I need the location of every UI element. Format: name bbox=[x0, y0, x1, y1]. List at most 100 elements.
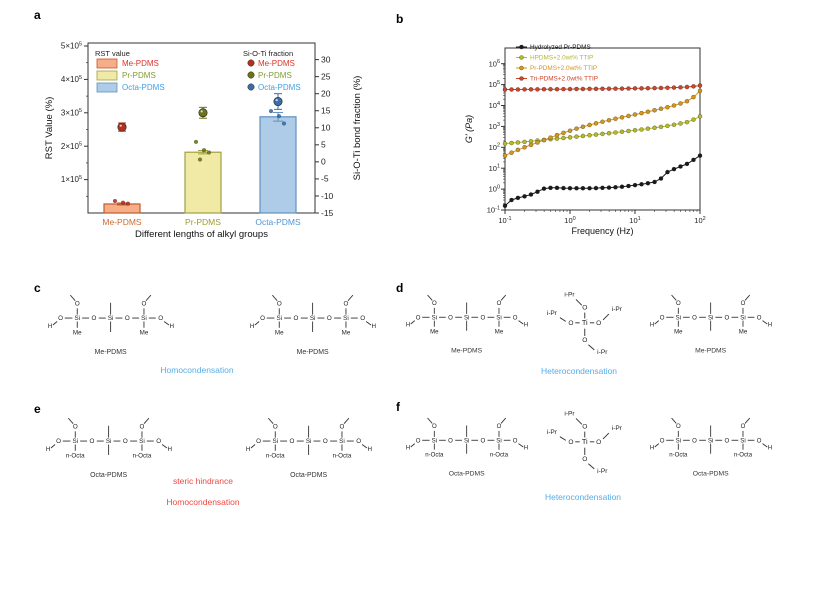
svg-text:H: H bbox=[650, 446, 654, 452]
svg-text:-15: -15 bbox=[321, 208, 334, 218]
svg-text:O: O bbox=[596, 439, 601, 446]
svg-text:n-Octa: n-Octa bbox=[425, 452, 444, 458]
svg-text:H: H bbox=[169, 323, 174, 330]
svg-text:Si: Si bbox=[141, 315, 147, 322]
svg-text:O: O bbox=[497, 424, 502, 430]
svg-text:Tri-PDMS+2.0wt% TTIP: Tri-PDMS+2.0wt% TTIP bbox=[530, 76, 598, 83]
svg-text:Si: Si bbox=[464, 438, 469, 444]
svg-text:Me-PDMS: Me-PDMS bbox=[122, 59, 159, 68]
svg-text:O: O bbox=[582, 305, 587, 312]
ttip-structure: Ti Oi-Pr Oi-Pr Oi-Pr Oi-Pr bbox=[547, 411, 623, 476]
svg-text:O: O bbox=[757, 438, 762, 444]
svg-text:i-Pr: i-Pr bbox=[564, 411, 575, 418]
svg-text:Hydrolyzed Pr-PDMS: Hydrolyzed Pr-PDMS bbox=[530, 44, 591, 51]
svg-text:O: O bbox=[340, 424, 345, 431]
svg-text:Me: Me bbox=[430, 329, 439, 335]
svg-text:O: O bbox=[596, 320, 601, 327]
svg-text:Si: Si bbox=[139, 438, 145, 445]
svg-text:O: O bbox=[660, 315, 665, 321]
svg-text:O: O bbox=[513, 315, 518, 321]
svg-text:101: 101 bbox=[629, 216, 640, 225]
svg-text:H: H bbox=[246, 446, 251, 453]
svg-text:O: O bbox=[293, 315, 298, 322]
svg-text:n-Octa: n-Octa bbox=[266, 453, 285, 460]
homocondensation-crossed-label: Homocondensation bbox=[166, 497, 240, 507]
svg-text:Octa-PDMS: Octa-PDMS bbox=[449, 470, 485, 477]
svg-text:O: O bbox=[448, 315, 453, 321]
svg-text:Si: Si bbox=[708, 315, 713, 321]
rst-sioti-bar-chart: 1×105 2×105 3×105 4×105 5×105 -15 -10 -5 0 5 10 15 2… bbox=[44, 41, 363, 240]
svg-text:Pr-PDMS: Pr-PDMS bbox=[185, 217, 221, 227]
svg-text:O: O bbox=[513, 438, 518, 444]
svg-text:Si: Si bbox=[72, 438, 78, 445]
svg-text:Me-PDMS: Me-PDMS bbox=[451, 347, 483, 354]
svg-text:Ti: Ti bbox=[582, 437, 588, 446]
svg-text:Si: Si bbox=[272, 438, 278, 445]
svg-text:n-Octa: n-Octa bbox=[66, 453, 85, 460]
svg-text:H: H bbox=[367, 446, 372, 453]
svg-text:O: O bbox=[125, 315, 130, 322]
svg-text:Me: Me bbox=[674, 329, 683, 335]
svg-text:Ti: Ti bbox=[582, 318, 588, 327]
svg-text:i-Pr: i-Pr bbox=[547, 429, 558, 436]
svg-text:Si: Si bbox=[343, 315, 349, 322]
panel-c-label: c bbox=[34, 281, 41, 295]
svg-text:Pr-PDMS: Pr-PDMS bbox=[122, 71, 156, 80]
svg-text:O: O bbox=[676, 424, 681, 430]
panel-e-label: e bbox=[34, 402, 41, 416]
svg-text:-10: -10 bbox=[321, 191, 334, 201]
svg-text:O: O bbox=[360, 315, 365, 322]
svg-text:i-Pr: i-Pr bbox=[612, 425, 623, 432]
svg-text:Octa-PDMS: Octa-PDMS bbox=[693, 470, 729, 477]
svg-text:Si: Si bbox=[108, 315, 114, 322]
svg-text:Si: Si bbox=[708, 438, 713, 444]
svg-text:Si-O-Ti fraction: Si-O-Ti fraction bbox=[243, 49, 293, 58]
ttip-structure: Ti Oi-Pr Oi-Pr Oi-Pr Oi-Pr bbox=[547, 292, 623, 357]
svg-text:n-Octa: n-Octa bbox=[133, 453, 152, 460]
svg-text:O: O bbox=[156, 438, 161, 445]
svg-text:Si: Si bbox=[464, 315, 469, 321]
svg-text:Si: Si bbox=[310, 315, 316, 322]
svg-text:O: O bbox=[568, 320, 573, 327]
svg-text:2×105: 2×105 bbox=[61, 142, 82, 151]
svg-text:Pr-PDMS: Pr-PDMS bbox=[258, 71, 292, 80]
svg-text:n-Octa: n-Octa bbox=[669, 452, 688, 458]
svg-text:i-Pr: i-Pr bbox=[564, 292, 575, 299]
svg-text:O: O bbox=[58, 315, 63, 322]
svg-text:Si: Si bbox=[306, 438, 312, 445]
svg-text:O: O bbox=[416, 438, 421, 444]
svg-text:H: H bbox=[768, 323, 772, 329]
svg-text:Me: Me bbox=[342, 330, 351, 337]
storage-modulus-frequency-chart: 10-1 100 101 102 103 104 105 106 10-1 100 101 102 Hy… bbox=[464, 44, 706, 236]
svg-text:Si: Si bbox=[339, 438, 345, 445]
svg-text:RST value: RST value bbox=[95, 49, 130, 58]
svg-text:Octa-PDMS: Octa-PDMS bbox=[258, 83, 301, 92]
svg-text:103: 103 bbox=[489, 122, 500, 131]
svg-text:30: 30 bbox=[321, 54, 331, 64]
svg-text:O: O bbox=[582, 456, 587, 463]
svg-text:20: 20 bbox=[321, 88, 331, 98]
svg-text:Me-PDMS: Me-PDMS bbox=[258, 59, 295, 68]
panel-d-label: d bbox=[396, 281, 404, 295]
svg-text:10-1: 10-1 bbox=[498, 216, 511, 225]
svg-text:102: 102 bbox=[489, 143, 500, 152]
svg-text:10-1: 10-1 bbox=[487, 205, 500, 214]
svg-text:O: O bbox=[757, 315, 762, 321]
svg-text:O: O bbox=[724, 315, 729, 321]
svg-text:RST Value (%): RST Value (%) bbox=[44, 97, 55, 159]
svg-text:O: O bbox=[582, 337, 587, 344]
svg-text:5×105: 5×105 bbox=[61, 41, 82, 50]
svg-text:O: O bbox=[344, 301, 349, 308]
heterocondensation-label: Heterocondensation bbox=[544, 492, 622, 502]
svg-text:H: H bbox=[524, 323, 528, 329]
svg-text:O: O bbox=[91, 315, 96, 322]
svg-text:Me: Me bbox=[73, 330, 82, 337]
svg-text:Si-O-Ti bond fraction (%): Si-O-Ti bond fraction (%) bbox=[352, 76, 363, 181]
svg-text:H: H bbox=[167, 446, 172, 453]
svg-text:Si: Si bbox=[432, 438, 437, 444]
svg-text:HPDMS+2.0wt% TTIP: HPDMS+2.0wt% TTIP bbox=[530, 55, 593, 62]
